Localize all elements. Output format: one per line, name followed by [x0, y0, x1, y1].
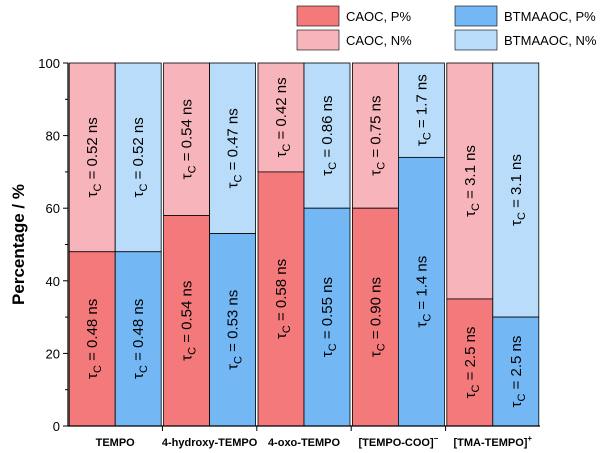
bar-segment-p	[209, 233, 257, 427]
bar-btmaaoc-3: τC = 1.4 ns τC = 1.7 ns	[397, 62, 445, 427]
bar-segment-p	[397, 156, 445, 427]
bar-segment-n	[68, 62, 116, 253]
legend-swatch	[454, 29, 498, 51]
tau-label-n: τC = 0.52 ns	[84, 117, 104, 197]
bar-caoc-4: τC = 2.5 ns τC = 3.1 ns	[446, 62, 494, 427]
tau-label-n: τC = 1.7 ns	[413, 74, 433, 146]
tau-label-n: τC = 0.86 ns	[319, 95, 339, 175]
y-tick-label: 80	[46, 129, 60, 144]
bar-caoc-1: τC = 0.54 ns τC = 0.54 ns	[163, 62, 211, 427]
legend-label: BTMAAOC, N%	[504, 33, 597, 48]
bar-segment-n	[257, 62, 305, 173]
legend-label: CAOC, N%	[346, 33, 412, 48]
tau-label-p: τC = 0.54 ns	[179, 281, 199, 361]
legend-swatch	[296, 5, 340, 27]
bar-segment-n	[303, 62, 351, 209]
y-tick-label: 100	[38, 56, 60, 71]
bar-btmaaoc-4: τC = 2.5 ns τC = 3.1 ns	[492, 62, 540, 427]
tau-label-p: τC = 0.90 ns	[367, 277, 387, 357]
legend-label: BTMAAOC, P%	[504, 9, 596, 24]
bar-segment-p	[163, 215, 211, 427]
tau-label-p: τC = 2.5 ns	[462, 327, 482, 399]
bar-btmaaoc-1: τC = 0.53 ns τC = 0.47 ns	[209, 62, 257, 427]
bar-segment-p	[492, 316, 540, 427]
legend: CAOC, P% BTMAAOC, P% CAOC, N% BTMAAOC, N%	[296, 5, 597, 51]
tau-label-n: τC = 3.1 ns	[462, 145, 482, 217]
y-tick-label: 20	[46, 346, 60, 361]
tau-label-n: τC = 0.54 ns	[179, 99, 199, 179]
tau-label-n: τC = 0.47 ns	[225, 108, 245, 188]
bar-segment-n	[397, 62, 445, 158]
bar-segment-p	[68, 251, 116, 427]
tau-label-p: τC = 0.55 ns	[319, 277, 339, 357]
tau-label-p: τC = 2.5 ns	[508, 336, 528, 408]
bar-caoc-0: τC = 0.48 ns τC = 0.52 ns	[68, 62, 116, 427]
bar-segment-p	[303, 207, 351, 427]
tau-label-p: τC = 0.48 ns	[84, 299, 104, 379]
bar-segment-p	[257, 171, 305, 427]
x-category-label: [TEMPO-COO]−	[358, 434, 438, 449]
bar-btmaaoc-2: τC = 0.55 ns τC = 0.86 ns	[303, 62, 351, 427]
x-category-label: [TMA-TEMPO]+	[453, 434, 532, 449]
tau-label-p: τC = 0.58 ns	[273, 259, 293, 339]
tau-label-p: τC = 0.48 ns	[130, 299, 150, 379]
y-axis-label: Percentage / %	[9, 184, 28, 305]
tau-label-n: τC = 0.52 ns	[130, 117, 150, 197]
tau-label-n: τC = 0.42 ns	[273, 77, 293, 157]
y-tick-label: 0	[53, 419, 60, 434]
bar-segment-n	[492, 62, 540, 318]
tau-label-p: τC = 1.4 ns	[413, 256, 433, 328]
bar-caoc-3: τC = 0.90 ns τC = 0.75 ns	[351, 62, 399, 427]
tau-label-n: τC = 3.1 ns	[508, 154, 528, 226]
tau-label-p: τC = 0.53 ns	[225, 290, 245, 370]
bar-btmaaoc-0: τC = 0.48 ns τC = 0.52 ns	[114, 62, 162, 427]
tau-label-n: τC = 0.75 ns	[367, 95, 387, 175]
legend-swatch	[454, 5, 498, 27]
legend-label: CAOC, P%	[346, 9, 411, 24]
x-category-label: 4-hydroxy-TEMPO	[162, 437, 258, 449]
bar-segment-n	[446, 62, 494, 300]
bar-segment-p	[351, 207, 399, 427]
y-tick-label: 40	[46, 274, 60, 289]
bar-caoc-2: τC = 0.58 ns τC = 0.42 ns	[257, 62, 305, 427]
bar-segment-n	[209, 62, 257, 235]
y-tick-label: 60	[46, 201, 60, 216]
x-category-label: 4-oxo-TEMPO	[268, 437, 341, 449]
legend-swatch	[296, 29, 340, 51]
bar-segment-n	[163, 62, 211, 216]
x-category-label: TEMPO	[96, 437, 136, 449]
